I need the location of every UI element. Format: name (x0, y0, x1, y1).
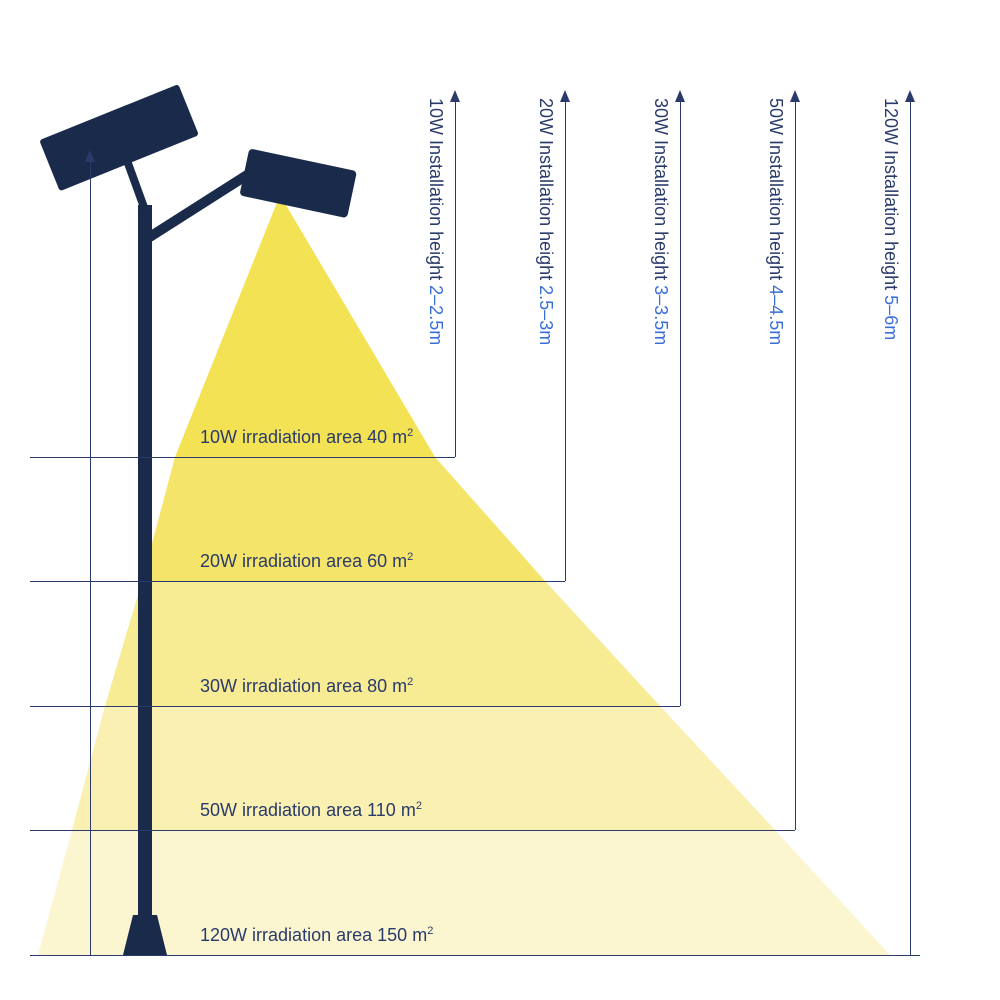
area-text-4: irradiation area (252, 925, 372, 945)
area-value-2: 80 (367, 676, 387, 696)
area-unit-sup-4: 2 (427, 925, 433, 937)
area-text-0: irradiation area (242, 427, 362, 447)
height-text-4: Installation height (881, 150, 901, 290)
area-line-3 (30, 830, 795, 831)
height-label-0: 10W Installation height 2–2.5m (425, 98, 446, 345)
area-value-4: 150 (377, 925, 407, 945)
area-label-2: 30W irradiation area 80 m2 (200, 676, 413, 697)
area-unit-sup-0: 2 (407, 427, 413, 439)
height-arrow-line-2 (680, 102, 681, 706)
height-value-2: 3–3.5m (651, 285, 671, 345)
lamp-pole (138, 205, 152, 955)
height-arrow-head-3 (790, 90, 800, 102)
area-wattage-1: 20W (200, 551, 237, 571)
area-text-3: irradiation area (242, 800, 362, 820)
area-value-3: 110 (367, 800, 396, 820)
height-text-2: Installation height (651, 140, 671, 280)
area-value-1: 60 (367, 551, 387, 571)
area-label-1: 20W irradiation area 60 m2 (200, 551, 413, 572)
height-arrow-line-4 (910, 102, 911, 955)
height-value-0: 2–2.5m (426, 285, 446, 345)
height-wattage-1: 20W (536, 98, 556, 135)
area-label-3: 50W irradiation area 110 m2 (200, 800, 422, 821)
area-unit-sup-1: 2 (407, 551, 413, 563)
height-wattage-4: 120W (881, 98, 901, 145)
area-label-4: 120W irradiation area 150 m2 (200, 925, 433, 946)
area-value-0: 40 (367, 427, 387, 447)
height-label-2: 30W Installation height 3–3.5m (650, 98, 671, 345)
light-band-0 (175, 195, 435, 457)
height-label-3: 50W Installation height 4–4.5m (765, 98, 786, 345)
height-text-3: Installation height (766, 140, 786, 280)
light-band-4 (38, 830, 890, 955)
height-arrow-head-0 (450, 90, 460, 102)
area-text-2: irradiation area (242, 676, 362, 696)
height-arrow-head-2 (675, 90, 685, 102)
height-arrow-head-4 (905, 90, 915, 102)
height-label-1: 20W Installation height 2.5–3m (535, 98, 556, 345)
area-unit-sup-2: 2 (407, 676, 413, 688)
left-height-arrow-line (90, 162, 91, 955)
height-arrow-line-0 (455, 102, 456, 457)
area-line-0 (30, 457, 455, 458)
height-value-1: 2.5–3m (536, 285, 556, 345)
area-wattage-2: 30W (200, 676, 237, 696)
height-text-0: Installation height (426, 140, 446, 280)
lamp-arm (145, 170, 255, 240)
height-arrow-line-1 (565, 102, 566, 581)
area-unit-sup-3: 2 (416, 800, 422, 812)
area-wattage-0: 10W (200, 427, 237, 447)
height-label-4: 120W Installation height 5–6m (880, 98, 901, 340)
area-wattage-3: 50W (200, 800, 237, 820)
left-height-arrow-head (85, 150, 95, 162)
floodlight-head (239, 148, 357, 218)
area-wattage-4: 120W (200, 925, 247, 945)
area-line-2 (30, 706, 680, 707)
height-text-1: Installation height (536, 140, 556, 280)
area-label-0: 10W irradiation area 40 m2 (200, 427, 413, 448)
light-coverage-diagram: 10W Installation height 2–2.5m 20W Instal… (0, 0, 1000, 1000)
diagram-svg (0, 0, 1000, 1000)
area-line-1 (30, 581, 565, 582)
height-value-4: 5–6m (881, 295, 901, 340)
light-band-3 (72, 706, 775, 830)
height-value-3: 4–4.5m (766, 285, 786, 345)
height-wattage-3: 50W (766, 98, 786, 135)
area-text-1: irradiation area (242, 551, 362, 571)
area-line-4 (30, 955, 910, 956)
height-wattage-0: 10W (426, 98, 446, 135)
solar-panel (39, 84, 199, 191)
height-arrow-head-1 (560, 90, 570, 102)
height-arrow-line-3 (795, 102, 796, 830)
panel-arm (125, 155, 145, 210)
height-wattage-2: 30W (651, 98, 671, 135)
